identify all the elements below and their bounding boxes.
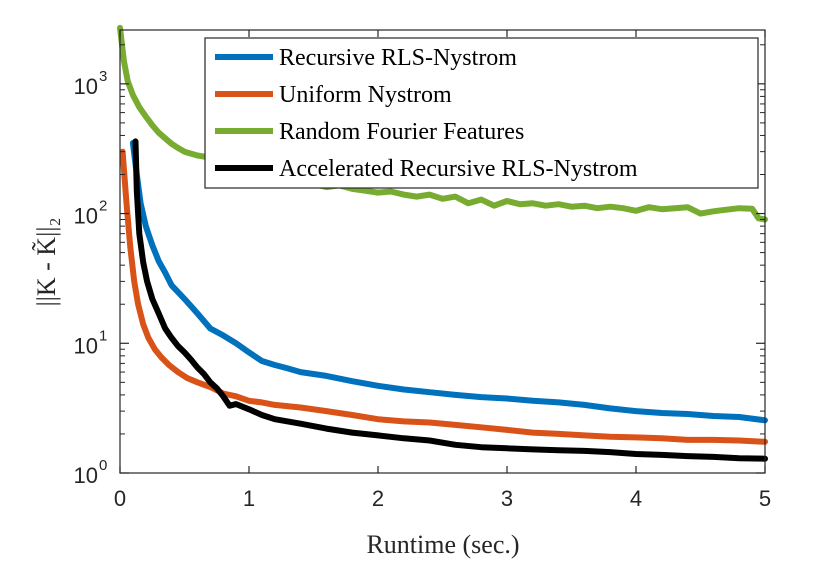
series-line-1 bbox=[119, 148, 768, 445]
legend-label-1: Uniform Nystrom bbox=[279, 82, 452, 108]
y-tick-label-exponent: 3 bbox=[99, 68, 107, 85]
y-tick-label: 10 bbox=[74, 463, 98, 488]
series-line-2 bbox=[117, 24, 768, 223]
series-layer bbox=[117, 24, 768, 462]
y-tick-label: 10 bbox=[74, 74, 98, 99]
x-tick-label: 3 bbox=[501, 486, 513, 511]
x-tick-label: 1 bbox=[243, 486, 255, 511]
y-tick-label: 10 bbox=[74, 204, 98, 229]
x-axis-title: Runtime (sec.) bbox=[366, 530, 519, 559]
series-line-3 bbox=[132, 138, 768, 462]
series-line-0 bbox=[129, 140, 768, 424]
y-tick-label-exponent: 2 bbox=[99, 198, 107, 215]
axes-box bbox=[119, 29, 766, 474]
y-tick-label: 10 bbox=[74, 333, 98, 358]
x-tick-label: 2 bbox=[372, 486, 384, 511]
y-axis-title: ||K - K̃||₂ bbox=[32, 217, 61, 306]
legend-label-0: Recursive RLS-Nystrom bbox=[279, 45, 517, 71]
x-tick-label: 0 bbox=[114, 486, 126, 511]
y-tick-label-exponent: 0 bbox=[99, 457, 107, 474]
legend-label-3: Accelerated Recursive RLS-Nystrom bbox=[279, 156, 638, 182]
y-tick-label-exponent: 1 bbox=[99, 327, 107, 344]
legend-label-2: Random Fourier Features bbox=[279, 119, 524, 145]
x-tick-label: 5 bbox=[759, 486, 771, 511]
legend: Recursive RLS-Nystrom Uniform Nystrom Rand… bbox=[204, 37, 759, 189]
legend-box bbox=[204, 37, 759, 189]
x-tick-label: 4 bbox=[630, 486, 642, 511]
